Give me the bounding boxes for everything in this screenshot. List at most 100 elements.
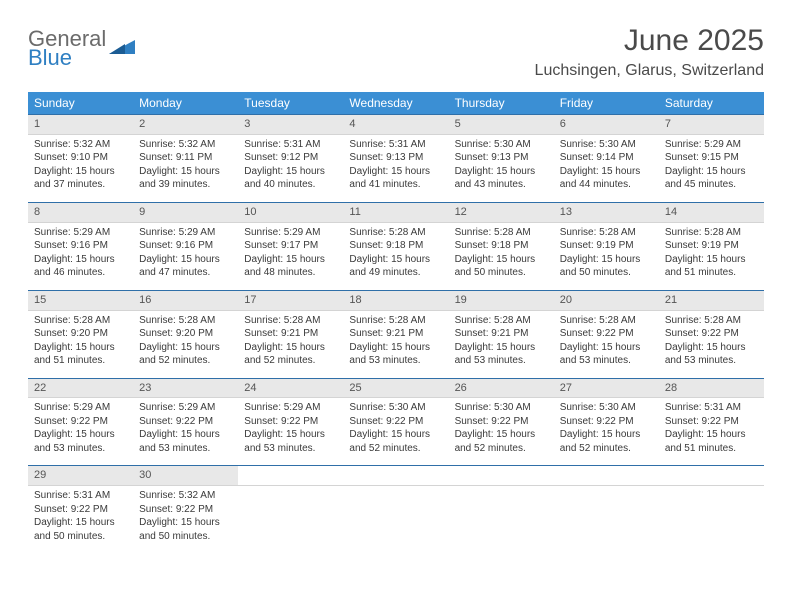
daylight-line: Daylight: 15 hours and 53 minutes.	[665, 341, 758, 368]
sunrise-line: Sunrise: 5:30 AM	[560, 138, 653, 152]
weekday-header: Thursday	[449, 92, 554, 115]
day-content-row: Sunrise: 5:28 AMSunset: 9:20 PMDaylight:…	[28, 310, 764, 378]
sunrise-line: Sunrise: 5:28 AM	[665, 226, 758, 240]
sunset-line: Sunset: 9:20 PM	[139, 327, 232, 341]
day-content-cell: Sunrise: 5:29 AMSunset: 9:15 PMDaylight:…	[659, 134, 764, 202]
sunset-line: Sunset: 9:22 PM	[34, 503, 127, 517]
sunrise-line: Sunrise: 5:30 AM	[455, 401, 548, 415]
daylight-line: Daylight: 15 hours and 49 minutes.	[349, 253, 442, 280]
day-number-row: 22232425262728	[28, 378, 764, 398]
weekday-header-row: Sunday Monday Tuesday Wednesday Thursday…	[28, 92, 764, 115]
daylight-line: Daylight: 15 hours and 51 minutes.	[34, 341, 127, 368]
day-number-cell: 28	[659, 378, 764, 398]
day-content-cell: Sunrise: 5:29 AMSunset: 9:22 PMDaylight:…	[238, 398, 343, 466]
sunrise-line: Sunrise: 5:29 AM	[34, 226, 127, 240]
day-number-cell: 5	[449, 115, 554, 135]
sunset-line: Sunset: 9:19 PM	[560, 239, 653, 253]
weekday-header: Tuesday	[238, 92, 343, 115]
day-content-cell: Sunrise: 5:29 AMSunset: 9:22 PMDaylight:…	[133, 398, 238, 466]
sunset-line: Sunset: 9:22 PM	[244, 415, 337, 429]
day-number-cell	[343, 466, 448, 486]
daylight-line: Daylight: 15 hours and 53 minutes.	[244, 428, 337, 455]
sunset-line: Sunset: 9:13 PM	[349, 151, 442, 165]
day-number-cell: 3	[238, 115, 343, 135]
day-content-cell	[659, 486, 764, 554]
daylight-line: Daylight: 15 hours and 47 minutes.	[139, 253, 232, 280]
day-content-cell: Sunrise: 5:30 AMSunset: 9:22 PMDaylight:…	[343, 398, 448, 466]
sunrise-line: Sunrise: 5:32 AM	[139, 138, 232, 152]
sunset-line: Sunset: 9:16 PM	[34, 239, 127, 253]
day-number-cell: 1	[28, 115, 133, 135]
daylight-line: Daylight: 15 hours and 53 minutes.	[560, 341, 653, 368]
sunrise-line: Sunrise: 5:28 AM	[139, 314, 232, 328]
sunset-line: Sunset: 9:22 PM	[560, 327, 653, 341]
sunset-line: Sunset: 9:22 PM	[34, 415, 127, 429]
sunset-line: Sunset: 9:22 PM	[139, 503, 232, 517]
day-number-cell: 8	[28, 202, 133, 222]
day-content-cell: Sunrise: 5:28 AMSunset: 9:18 PMDaylight:…	[343, 222, 448, 290]
day-number-cell: 4	[343, 115, 448, 135]
sunrise-line: Sunrise: 5:32 AM	[139, 489, 232, 503]
day-content-cell: Sunrise: 5:28 AMSunset: 9:21 PMDaylight:…	[449, 310, 554, 378]
sunrise-line: Sunrise: 5:30 AM	[349, 401, 442, 415]
day-number-cell: 6	[554, 115, 659, 135]
daylight-line: Daylight: 15 hours and 50 minutes.	[455, 253, 548, 280]
weekday-header: Monday	[133, 92, 238, 115]
sunrise-line: Sunrise: 5:31 AM	[34, 489, 127, 503]
sunset-line: Sunset: 9:22 PM	[139, 415, 232, 429]
daylight-line: Daylight: 15 hours and 43 minutes.	[455, 165, 548, 192]
day-number-cell: 7	[659, 115, 764, 135]
day-content-row: Sunrise: 5:29 AMSunset: 9:16 PMDaylight:…	[28, 222, 764, 290]
day-content-cell: Sunrise: 5:28 AMSunset: 9:18 PMDaylight:…	[449, 222, 554, 290]
day-content-cell: Sunrise: 5:29 AMSunset: 9:17 PMDaylight:…	[238, 222, 343, 290]
sunset-line: Sunset: 9:21 PM	[349, 327, 442, 341]
sunrise-line: Sunrise: 5:28 AM	[665, 314, 758, 328]
sunset-line: Sunset: 9:22 PM	[665, 415, 758, 429]
day-content-cell: Sunrise: 5:31 AMSunset: 9:22 PMDaylight:…	[28, 486, 133, 554]
weekday-header: Sunday	[28, 92, 133, 115]
title-block: June 2025 Luchsingen, Glarus, Switzerlan…	[535, 24, 764, 80]
sunset-line: Sunset: 9:22 PM	[455, 415, 548, 429]
daylight-line: Daylight: 15 hours and 53 minutes.	[34, 428, 127, 455]
day-content-cell	[238, 486, 343, 554]
day-content-cell: Sunrise: 5:30 AMSunset: 9:13 PMDaylight:…	[449, 134, 554, 202]
sunrise-line: Sunrise: 5:28 AM	[34, 314, 127, 328]
day-number-cell: 10	[238, 202, 343, 222]
daylight-line: Daylight: 15 hours and 51 minutes.	[665, 428, 758, 455]
sunrise-line: Sunrise: 5:29 AM	[244, 401, 337, 415]
day-content-cell: Sunrise: 5:32 AMSunset: 9:11 PMDaylight:…	[133, 134, 238, 202]
sunrise-line: Sunrise: 5:29 AM	[34, 401, 127, 415]
day-number-cell: 11	[343, 202, 448, 222]
sunrise-line: Sunrise: 5:31 AM	[349, 138, 442, 152]
sunrise-line: Sunrise: 5:31 AM	[244, 138, 337, 152]
sunset-line: Sunset: 9:18 PM	[455, 239, 548, 253]
day-number-row: 2930	[28, 466, 764, 486]
daylight-line: Daylight: 15 hours and 53 minutes.	[455, 341, 548, 368]
day-content-cell: Sunrise: 5:28 AMSunset: 9:21 PMDaylight:…	[238, 310, 343, 378]
day-content-cell: Sunrise: 5:28 AMSunset: 9:22 PMDaylight:…	[659, 310, 764, 378]
day-number-cell: 9	[133, 202, 238, 222]
location: Luchsingen, Glarus, Switzerland	[535, 62, 764, 80]
day-number-row: 891011121314	[28, 202, 764, 222]
sunset-line: Sunset: 9:21 PM	[455, 327, 548, 341]
daylight-line: Daylight: 15 hours and 50 minutes.	[139, 516, 232, 543]
sunset-line: Sunset: 9:14 PM	[560, 151, 653, 165]
day-content-cell	[554, 486, 659, 554]
sunrise-line: Sunrise: 5:29 AM	[244, 226, 337, 240]
daylight-line: Daylight: 15 hours and 48 minutes.	[244, 253, 337, 280]
sunrise-line: Sunrise: 5:28 AM	[455, 314, 548, 328]
sunset-line: Sunset: 9:15 PM	[665, 151, 758, 165]
daylight-line: Daylight: 15 hours and 52 minutes.	[455, 428, 548, 455]
daylight-line: Daylight: 15 hours and 50 minutes.	[34, 516, 127, 543]
sunrise-line: Sunrise: 5:30 AM	[455, 138, 548, 152]
daylight-line: Daylight: 15 hours and 53 minutes.	[139, 428, 232, 455]
sunset-line: Sunset: 9:20 PM	[34, 327, 127, 341]
sunset-line: Sunset: 9:13 PM	[455, 151, 548, 165]
day-content-cell: Sunrise: 5:29 AMSunset: 9:16 PMDaylight:…	[28, 222, 133, 290]
day-number-row: 15161718192021	[28, 290, 764, 310]
sunrise-line: Sunrise: 5:28 AM	[560, 314, 653, 328]
sunrise-line: Sunrise: 5:30 AM	[560, 401, 653, 415]
header: General Blue June 2025 Luchsingen, Glaru…	[28, 24, 764, 80]
day-number-cell	[659, 466, 764, 486]
day-number-cell: 27	[554, 378, 659, 398]
